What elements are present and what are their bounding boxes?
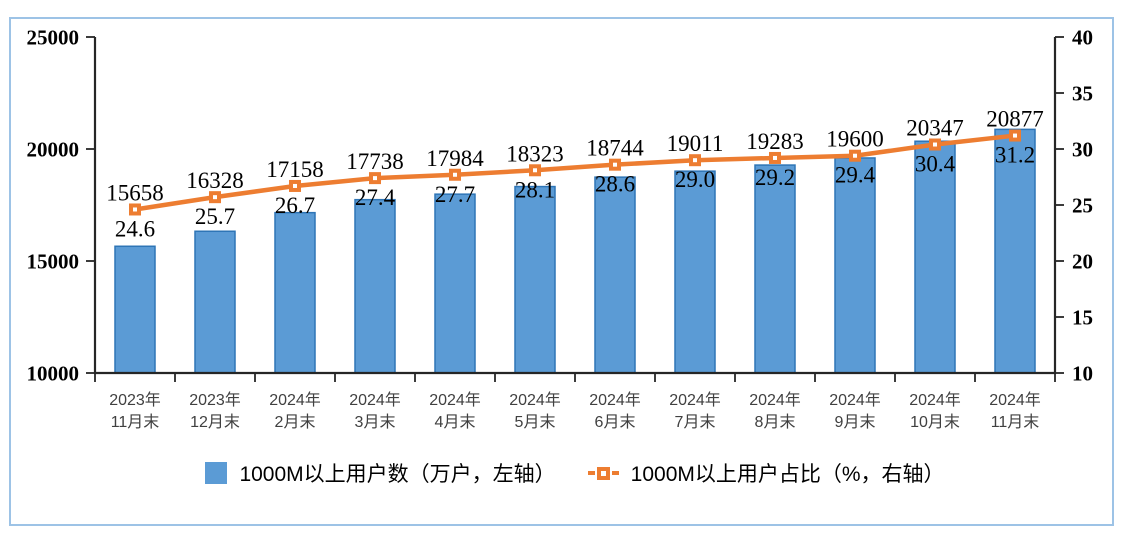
line-dash-icon xyxy=(587,471,595,475)
line-dash-icon xyxy=(611,471,619,475)
line-series-marker-icon xyxy=(587,466,619,480)
line-square-marker-icon xyxy=(596,466,610,480)
legend-item-ratio: 1000M以上用户占比（%，右轴） xyxy=(587,458,945,488)
legend-item-users: 1000M以上用户数（万户，左轴） xyxy=(205,458,556,488)
legend-label-ratio: 1000M以上用户占比（%，右轴） xyxy=(630,463,945,486)
legend-label-users: 1000M以上用户数（万户，左轴） xyxy=(239,463,556,486)
chart-frame xyxy=(9,17,1114,526)
bar-series-swatch-icon xyxy=(205,462,228,484)
legend: 1000M以上用户数（万户，左轴） 1000M以上用户占比（%，右轴） xyxy=(95,457,1055,489)
